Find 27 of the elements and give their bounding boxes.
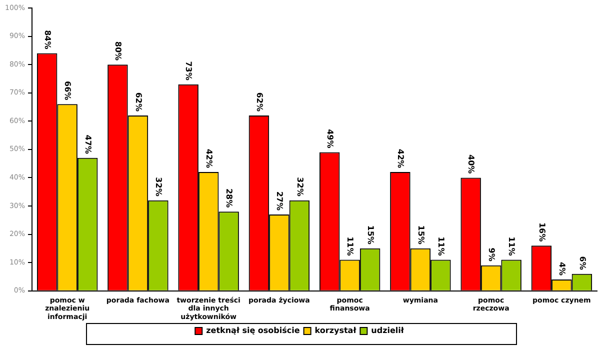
data-label: 4%: [558, 262, 567, 276]
data-label: 47%: [83, 134, 92, 154]
legend-label: korzystał: [314, 326, 358, 336]
data-label: 62%: [254, 92, 264, 112]
data-label: 80%: [114, 41, 123, 61]
data-label: 27%: [275, 191, 284, 210]
data-label: 40%: [466, 154, 476, 174]
data-label: 66%: [63, 81, 72, 100]
data-label: 62%: [134, 92, 143, 112]
data-label: 84%: [43, 30, 52, 50]
data-label: 32%: [154, 177, 164, 196]
data-label: 15%: [416, 225, 426, 244]
legend-label: zetknął się osobiście: [206, 326, 300, 336]
data-label: 15%: [366, 225, 375, 244]
data-label: 28%: [224, 188, 234, 208]
legend-label: udzielił: [371, 326, 405, 336]
data-label: 42%: [204, 148, 214, 168]
data-label: 73%: [184, 61, 194, 80]
data-label: 11%: [436, 236, 446, 256]
data-label: 11%: [507, 236, 516, 256]
data-label: 6%: [578, 256, 587, 270]
data-label: 42%: [396, 148, 406, 168]
data-label: 32%: [295, 177, 304, 196]
data-label: 49%: [325, 129, 334, 148]
data-label: 11%: [346, 236, 355, 256]
data-label: 16%: [537, 222, 546, 242]
data-label: 9%: [486, 248, 496, 262]
